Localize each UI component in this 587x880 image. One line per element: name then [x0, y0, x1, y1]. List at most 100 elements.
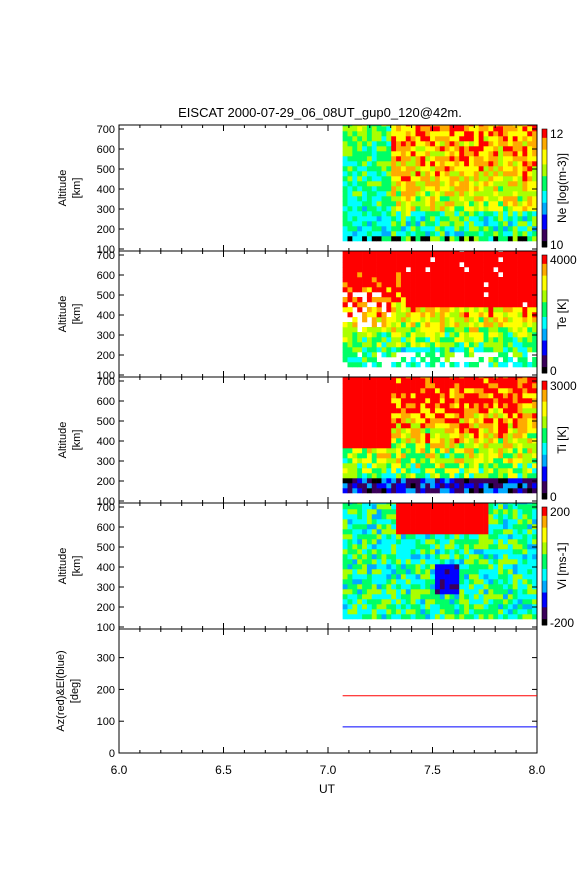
heatmap-cell: [376, 559, 382, 565]
heatmap-cell: [410, 483, 416, 489]
heatmap-cell: [522, 151, 528, 157]
heatmap-cell: [366, 458, 373, 464]
heatmap-cell: [464, 166, 470, 172]
heatmap-cell: [493, 125, 499, 127]
heatmap-cell: [342, 206, 348, 212]
heatmap-cell: [362, 146, 368, 152]
heatmap-cell: [376, 433, 382, 439]
heatmap-cell: [434, 125, 441, 127]
heatmap-cell: [498, 408, 504, 414]
heatmap-cell: [449, 534, 455, 540]
heatmap-cell: [430, 226, 436, 232]
heatmap-cell: [386, 599, 392, 605]
heatmap-cell: [405, 161, 411, 167]
heatmap-cell: [517, 166, 523, 172]
heatmap-cell: [386, 231, 392, 237]
heatmap-cell: [420, 322, 426, 328]
heatmap-cell: [357, 574, 363, 580]
heatmap-cell: [483, 206, 489, 212]
heatmap-cell: [498, 453, 504, 459]
heatmap-cell: [507, 604, 513, 610]
heatmap-cell: [434, 584, 441, 590]
heatmap-cell: [410, 156, 416, 162]
heatmap-cell: [347, 599, 353, 605]
colorbar-swatch: [542, 607, 547, 611]
heatmap-cell: [439, 257, 445, 263]
heatmap-cell: [444, 297, 450, 303]
heatmap-cell: [517, 292, 523, 298]
heatmap-cell: [342, 463, 348, 469]
heatmap-cell: [507, 166, 513, 172]
heatmap-cell: [459, 584, 465, 590]
heatmap-cell: [439, 156, 445, 162]
heatmap-cell: [444, 609, 450, 615]
heatmap-cell: [430, 594, 436, 600]
heatmap-cell: [366, 604, 373, 610]
heatmap-cell: [410, 176, 416, 182]
heatmap-cell: [420, 211, 426, 217]
heatmap-cell: [527, 504, 533, 510]
heatmap-cell: [434, 297, 441, 303]
heatmap-cell: [439, 317, 445, 323]
heatmap-cell: [400, 514, 407, 520]
heatmap-cell: [464, 272, 470, 278]
heatmap-cell: [357, 378, 363, 384]
colorbar-swatch: [542, 557, 547, 561]
heatmap-cell: [468, 534, 475, 540]
heatmap-cell: [444, 226, 450, 232]
heatmap-cell: [439, 337, 445, 343]
heatmap-cell: [400, 378, 407, 384]
heatmap-cell: [434, 302, 441, 308]
heatmap-cell: [507, 312, 513, 318]
heatmap-cell: [507, 136, 513, 142]
heatmap-cell: [468, 277, 475, 283]
heatmap-cell: [347, 282, 353, 288]
heatmap-cell: [473, 292, 479, 298]
heatmap-cell: [386, 327, 392, 333]
heatmap-cell: [522, 579, 528, 585]
heatmap-cell: [347, 201, 353, 207]
heatmap-cell: [434, 488, 441, 494]
heatmap-cell: [366, 574, 373, 580]
heatmap-cell: [449, 156, 455, 162]
heatmap-cell: [454, 231, 460, 237]
heatmap-cell: [420, 136, 426, 142]
heatmap-cell: [425, 443, 431, 449]
heatmap-cell: [362, 413, 368, 419]
heatmap-cell: [381, 448, 387, 454]
heatmap-cell: [366, 594, 373, 600]
heatmap-cell: [483, 377, 489, 379]
heatmap-cell: [507, 327, 513, 333]
heatmap-cell: [517, 156, 523, 162]
heatmap-cell: [352, 594, 358, 600]
colorbar-swatch: [542, 266, 547, 271]
heatmap-cell: [396, 408, 402, 414]
heatmap-cell: [473, 126, 479, 132]
heatmap-cell: [430, 559, 436, 565]
colorbar-swatch: [542, 235, 547, 239]
heatmap-cell: [381, 251, 387, 253]
heatmap-cell: [342, 418, 348, 424]
heatmap-cell: [502, 549, 509, 555]
heatmap-cell: [493, 423, 499, 429]
heatmap-cell: [405, 146, 411, 152]
heatmap-cell: [468, 473, 475, 479]
heatmap-te: [342, 251, 538, 368]
heatmap-cell: [507, 226, 513, 232]
heatmap-cell: [473, 574, 479, 580]
heatmap-cell: [454, 146, 460, 152]
heatmap-cell: [386, 125, 392, 127]
heatmap-cell: [410, 302, 416, 308]
heatmap-cell: [430, 337, 436, 343]
heatmap-cell: [449, 418, 455, 424]
heatmap-cell: [371, 136, 377, 142]
heatmap-cell: [468, 307, 475, 313]
heatmap-cell: [410, 509, 416, 515]
heatmap-cell: [362, 463, 368, 469]
heatmap-cell: [371, 413, 377, 419]
heatmap-cell: [347, 257, 353, 263]
heatmap-cell: [434, 559, 441, 565]
heatmap-cell: [425, 488, 431, 494]
heatmap-cell: [493, 403, 499, 409]
heatmap-cell: [434, 443, 441, 449]
